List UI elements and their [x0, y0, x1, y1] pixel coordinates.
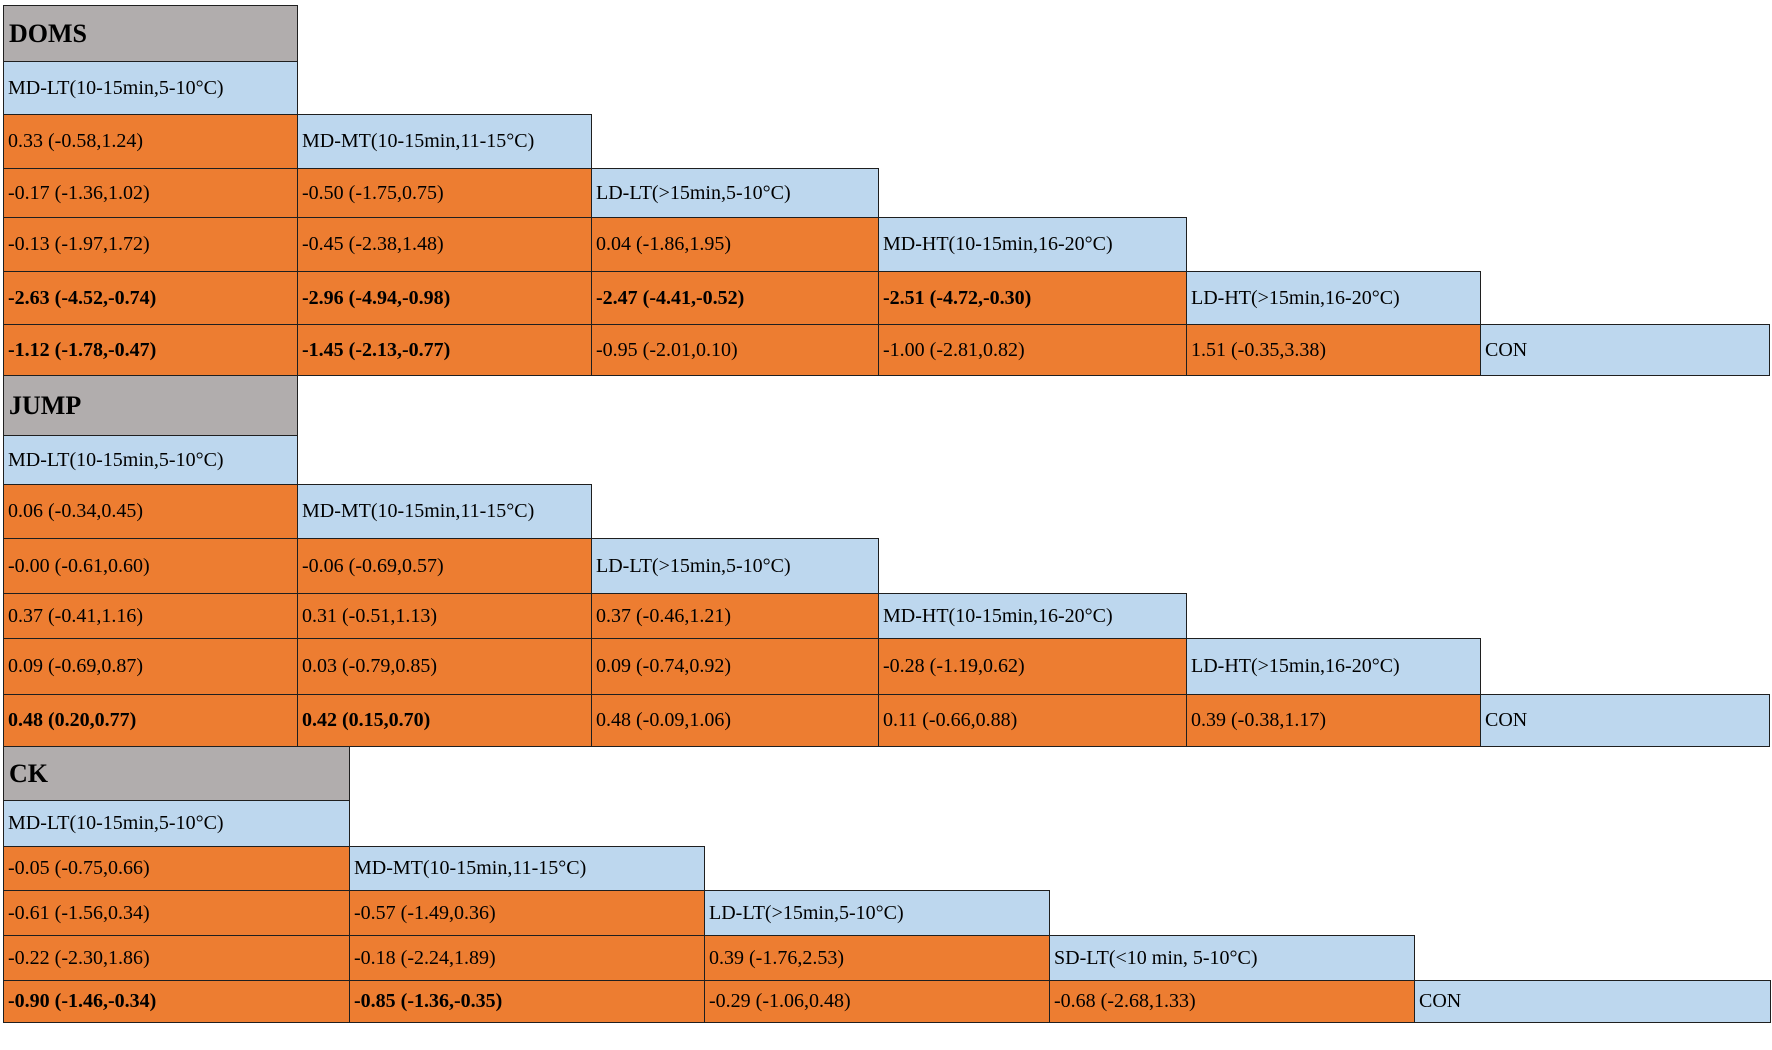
treatment-label-cell: LD-LT(>15min,5-10°C): [591, 168, 879, 218]
effect-estimate-cell: 0.42 (0.15,0.70): [297, 694, 592, 747]
effect-estimate-cell: -0.22 (-2.30,1.86): [3, 935, 350, 981]
treatment-label-cell: LD-HT(>15min,16-20°C): [1186, 638, 1481, 695]
section-jump: JUMP MD-LT(10-15min,5-10°C) 0.06 (-0.34,0.…: [3, 375, 1772, 747]
effect-estimate-cell: -0.61 (-1.56,0.34): [3, 890, 350, 936]
treatment-label-cell: SD-LT(<10 min, 5-10°C): [1049, 935, 1415, 981]
effect-estimate-cell: -0.00 (-0.61,0.60): [3, 538, 298, 594]
treatment-label-cell: LD-LT(>15min,5-10°C): [704, 890, 1050, 936]
treatment-label-cell: CON: [1480, 324, 1770, 376]
effect-estimate-cell: -0.68 (-2.68,1.33): [1049, 980, 1415, 1023]
effect-estimate-cell: 0.09 (-0.69,0.87): [3, 638, 298, 695]
effect-estimate-cell: 1.51 (-0.35,3.38): [1186, 324, 1481, 376]
effect-estimate-cell: -0.17 (-1.36,1.02): [3, 168, 298, 218]
treatment-label-cell: LD-LT(>15min,5-10°C): [591, 538, 879, 594]
effect-estimate-cell: -1.00 (-2.81,0.82): [878, 324, 1187, 376]
effect-estimate-cell: -0.95 (-2.01,0.10): [591, 324, 879, 376]
effect-estimate-cell: -0.29 (-1.06,0.48): [704, 980, 1050, 1023]
section-doms: DOMS MD-LT(10-15min,5-10°C) 0.33 (-0.58,1.…: [3, 5, 1772, 376]
treatment-label-cell: CON: [1414, 980, 1771, 1023]
table-row: CK: [3, 746, 1772, 801]
effect-estimate-cell: -2.96 (-4.94,-0.98): [297, 271, 592, 325]
table-row: -2.63 (-4.52,-0.74) -2.96 (-4.94,-0.98) -2…: [3, 271, 1772, 325]
table-row: MD-LT(10-15min,5-10°C): [3, 800, 1772, 847]
effect-estimate-cell: -0.50 (-1.75,0.75): [297, 168, 592, 218]
effect-estimate-cell: -2.51 (-4.72,-0.30): [878, 271, 1187, 325]
table-row: 0.09 (-0.69,0.87) 0.03 (-0.79,0.85) 0.09 (…: [3, 638, 1772, 695]
effect-estimate-cell: -2.63 (-4.52,-0.74): [3, 271, 298, 325]
effect-estimate-cell: 0.06 (-0.34,0.45): [3, 484, 298, 539]
table-row: DOMS: [3, 5, 1772, 62]
effect-estimate-cell: -0.13 (-1.97,1.72): [3, 217, 298, 272]
table-row: -1.12 (-1.78,-0.47) -1.45 (-2.13,-0.77) -0…: [3, 324, 1772, 376]
effect-estimate-cell: 0.04 (-1.86,1.95): [591, 217, 879, 272]
effect-estimate-cell: 0.37 (-0.41,1.16): [3, 593, 298, 639]
effect-estimate-cell: -1.45 (-2.13,-0.77): [297, 324, 592, 376]
effect-estimate-cell: 0.09 (-0.74,0.92): [591, 638, 879, 695]
effect-estimate-cell: -2.47 (-4.41,-0.52): [591, 271, 879, 325]
effect-estimate-cell: -1.12 (-1.78,-0.47): [3, 324, 298, 376]
treatment-label-cell: MD-HT(10-15min,16-20°C): [878, 593, 1187, 639]
effect-estimate-cell: -0.18 (-2.24,1.89): [349, 935, 705, 981]
treatment-label-cell: LD-HT(>15min,16-20°C): [1186, 271, 1481, 325]
table-row: MD-LT(10-15min,5-10°C): [3, 435, 1772, 485]
table-row: 0.06 (-0.34,0.45) MD-MT(10-15min,11-15°C): [3, 484, 1772, 539]
effect-estimate-cell: -0.06 (-0.69,0.57): [297, 538, 592, 594]
treatment-label-cell: MD-MT(10-15min,11-15°C): [297, 114, 592, 169]
table-row: -0.61 (-1.56,0.34) -0.57 (-1.49,0.36) LD-L…: [3, 890, 1772, 936]
effect-estimate-cell: -0.90 (-1.46,-0.34): [3, 980, 350, 1023]
treatment-label-cell: MD-MT(10-15min,11-15°C): [349, 846, 705, 891]
effect-estimate-cell: 0.39 (-1.76,2.53): [704, 935, 1050, 981]
table-row: 0.48 (0.20,0.77) 0.42 (0.15,0.70) 0.48 (-0…: [3, 694, 1772, 747]
effect-estimate-cell: 0.37 (-0.46,1.21): [591, 593, 879, 639]
effect-estimate-cell: 0.31 (-0.51,1.13): [297, 593, 592, 639]
effect-estimate-cell: 0.03 (-0.79,0.85): [297, 638, 592, 695]
table-row: 0.33 (-0.58,1.24) MD-MT(10-15min,11-15°C): [3, 114, 1772, 169]
treatment-label-cell: MD-LT(10-15min,5-10°C): [3, 61, 298, 115]
table-row: -0.17 (-1.36,1.02) -0.50 (-1.75,0.75) LD-L…: [3, 168, 1772, 218]
table-row: -0.13 (-1.97,1.72) -0.45 (-2.38,1.48) 0.04…: [3, 217, 1772, 272]
section-title-ck: CK: [3, 746, 350, 801]
effect-estimate-cell: 0.39 (-0.38,1.17): [1186, 694, 1481, 747]
effect-estimate-cell: 0.48 (-0.09,1.06): [591, 694, 879, 747]
effect-estimate-cell: 0.48 (0.20,0.77): [3, 694, 298, 747]
treatment-label-cell: MD-LT(10-15min,5-10°C): [3, 435, 298, 485]
effect-estimate-cell: 0.33 (-0.58,1.24): [3, 114, 298, 169]
effect-estimate-cell: -0.45 (-2.38,1.48): [297, 217, 592, 272]
table-row: -0.90 (-1.46,-0.34) -0.85 (-1.36,-0.35) -0…: [3, 980, 1772, 1023]
effect-estimate-cell: -0.57 (-1.49,0.36): [349, 890, 705, 936]
effect-estimate-cell: 0.11 (-0.66,0.88): [878, 694, 1187, 747]
table-row: MD-LT(10-15min,5-10°C): [3, 61, 1772, 115]
table-row: -0.22 (-2.30,1.86) -0.18 (-2.24,1.89) 0.39…: [3, 935, 1772, 981]
effect-estimate-cell: -0.28 (-1.19,0.62): [878, 638, 1187, 695]
treatment-label-cell: MD-HT(10-15min,16-20°C): [878, 217, 1187, 272]
treatment-label-cell: MD-LT(10-15min,5-10°C): [3, 800, 350, 847]
effect-estimate-cell: -0.05 (-0.75,0.66): [3, 846, 350, 891]
section-title-doms: DOMS: [3, 5, 298, 62]
treatment-label-cell: CON: [1480, 694, 1770, 747]
table-row: JUMP: [3, 375, 1772, 436]
section-ck: CK MD-LT(10-15min,5-10°C) -0.05 (-0.75,0.6…: [3, 746, 1772, 1023]
table-row: -0.00 (-0.61,0.60) -0.06 (-0.69,0.57) LD-L…: [3, 538, 1772, 594]
table-row: 0.37 (-0.41,1.16) 0.31 (-0.51,1.13) 0.37 (…: [3, 593, 1772, 639]
treatment-label-cell: MD-MT(10-15min,11-15°C): [297, 484, 592, 539]
effect-estimate-cell: -0.85 (-1.36,-0.35): [349, 980, 705, 1023]
table-row: -0.05 (-0.75,0.66) MD-MT(10-15min,11-15°C…: [3, 846, 1772, 891]
section-title-jump: JUMP: [3, 375, 298, 436]
